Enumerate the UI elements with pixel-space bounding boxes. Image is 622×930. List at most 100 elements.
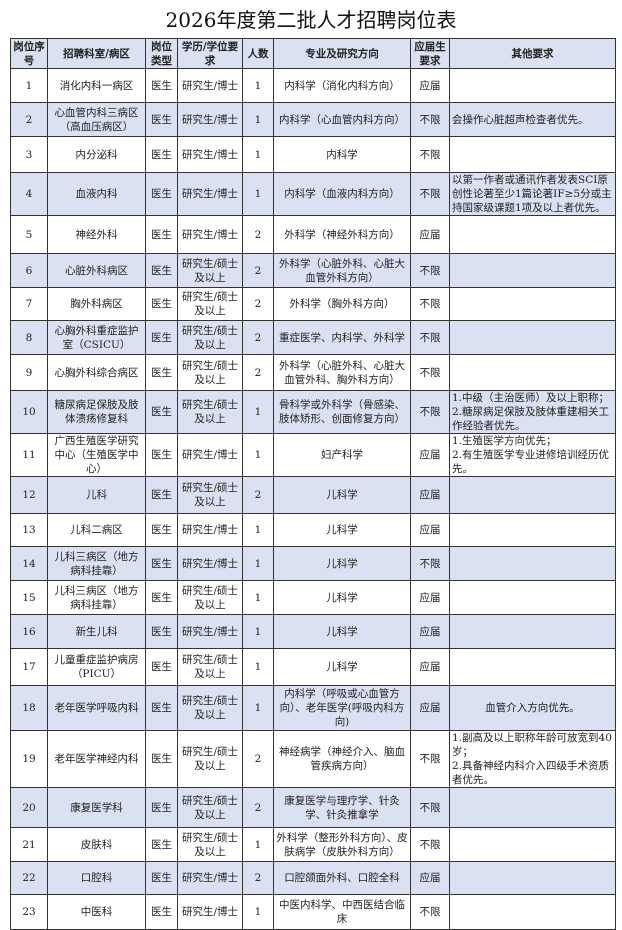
cell-dept: 皮肤科 (47, 827, 146, 862)
table-row: 13 儿科二病区 医生 研究生/博士 1 儿科学 应届 (10, 513, 616, 547)
cell-dept: 老年医学呼吸内科 (47, 685, 146, 731)
cell-edu: 研究生/博士 (177, 215, 243, 254)
cell-dept: 儿科二病区 (47, 513, 146, 547)
cell-other (449, 354, 616, 391)
cell-type: 医生 (145, 433, 178, 477)
cell-other (449, 476, 616, 514)
table-row: 3 内分泌科 医生 研究生/博士 1 内科学 不限 (10, 136, 616, 173)
table-row: 10 糖尿病足保肢及肢体溃疡修复科 医生 研究生/硕士及以上 1 骨科学或外科学（骨感染、… (10, 390, 616, 434)
cell-type: 医生 (145, 730, 178, 788)
cell-edu: 研究生/硕士及以上 (177, 685, 243, 731)
cell-count: 2 (242, 215, 274, 254)
cell-count: 1 (242, 827, 274, 862)
cell-no: 22 (10, 861, 48, 895)
cell-major: 神经病学（神经介入、脑血管疾病方向） (273, 730, 411, 788)
cell-edu: 研究生/博士 (177, 136, 243, 173)
cell-fresh: 应届 (410, 861, 450, 895)
table-row: 15 儿科三病区（地方病科挂靠） 医生 研究生/硕士及以上 1 儿科学 应届 (10, 580, 616, 615)
cell-count: 1 (242, 546, 274, 581)
table-row: 14 儿科三病区（地方病科挂靠） 医生 研究生/博士 1 儿科学 不限 (10, 546, 616, 581)
cell-major: 儿科学 (273, 648, 411, 686)
cell-fresh: 应届 (410, 433, 450, 477)
cell-no: 2 (10, 102, 48, 137)
cell-count: 2 (242, 730, 274, 788)
cell-major: 儿科学 (273, 476, 411, 514)
cell-dept: 心血管内科三病区（高血压病区） (47, 102, 146, 137)
table-row: 1 消化内科一病区 医生 研究生/博士 1 内科学（消化内科方向） 应届 (10, 68, 616, 103)
cell-dept: 中医科 (47, 894, 146, 930)
cell-type: 医生 (145, 476, 178, 514)
cell-count: 2 (242, 861, 274, 895)
cell-no: 7 (10, 287, 48, 321)
cell-fresh: 不限 (410, 390, 450, 434)
table-row: 23 中医科 医生 研究生/博士 1 中医内科学、中西医结合临床 不限 (10, 894, 616, 930)
header-dept: 招聘科室/病区 (47, 38, 146, 69)
cell-no: 8 (10, 320, 48, 355)
cell-edu: 研究生/博士 (177, 614, 243, 649)
cell-type: 医生 (145, 513, 178, 547)
cell-other (449, 215, 616, 254)
cell-dept: 广西生殖医学研究中心（生殖医学中心） (47, 433, 146, 477)
cell-no: 17 (10, 648, 48, 686)
cell-other: 血管介入方向优先。 (449, 685, 616, 731)
cell-type: 医生 (145, 827, 178, 862)
header-other: 其他要求 (449, 38, 616, 69)
cell-type: 医生 (145, 102, 178, 137)
cell-other (449, 320, 616, 355)
cell-type: 医生 (145, 136, 178, 173)
cell-edu: 研究生/硕士及以上 (177, 320, 243, 355)
cell-major: 内科学（呼吸或心血管方向）、老年医学(呼吸内科方向) (273, 685, 411, 731)
cell-no: 1 (10, 68, 48, 103)
cell-edu: 研究生/硕士及以上 (177, 648, 243, 686)
cell-fresh: 不限 (410, 354, 450, 391)
cell-other (449, 546, 616, 581)
cell-type: 医生 (145, 685, 178, 731)
cell-type: 医生 (145, 580, 178, 615)
cell-major: 外科学（心脏外科、心脏大血管外科方向） (273, 253, 411, 288)
cell-count: 2 (242, 476, 274, 514)
cell-no: 11 (10, 433, 48, 477)
cell-other (449, 287, 616, 321)
cell-other (449, 136, 616, 173)
cell-dept: 心胸外科重症监护室（CSICU） (47, 320, 146, 355)
cell-fresh: 应届 (410, 648, 450, 686)
cell-type: 医生 (145, 787, 178, 828)
cell-fresh: 不限 (410, 287, 450, 321)
table-row: 17 儿童重症监护病房（PICU） 医生 研究生/硕士及以上 1 儿科学 应届 (10, 648, 616, 686)
cell-edu: 研究生/博士 (177, 68, 243, 103)
table-row: 7 胸外科病区 医生 研究生/硕士及以上 2 外科学（胸外科方向） 不限 (10, 287, 616, 321)
header-count: 人数 (242, 38, 274, 69)
cell-edu: 研究生/硕士及以上 (177, 253, 243, 288)
cell-other: 以第一作者或通讯作者发表SCI原创性论著至少1篇论著IF≥5分或主持国家级课题1… (449, 172, 616, 216)
cell-count: 1 (242, 894, 274, 930)
cell-fresh: 不限 (410, 172, 450, 216)
cell-count: 1 (242, 685, 274, 731)
cell-dept: 神经外科 (47, 215, 146, 254)
cell-edu: 研究生/博士 (177, 861, 243, 895)
cell-major: 外科学（胸外科方向） (273, 287, 411, 321)
cell-count: 2 (242, 287, 274, 321)
cell-major: 妇产科学 (273, 433, 411, 477)
cell-no: 16 (10, 614, 48, 649)
cell-dept: 儿科三病区（地方病科挂靠） (47, 580, 146, 615)
cell-major: 中医内科学、中西医结合临床 (273, 894, 411, 930)
header-major: 专业及研究方向 (273, 38, 411, 69)
cell-edu: 研究生/硕士及以上 (177, 354, 243, 391)
cell-other: 1.生殖医学方向优先； 2.有生殖医学专业进修培训经历优先。 (449, 433, 616, 477)
table-row: 16 新生儿科 医生 研究生/博士 1 儿科学 应届 (10, 614, 616, 649)
cell-type: 医生 (145, 390, 178, 434)
cell-edu: 研究生/硕士及以上 (177, 730, 243, 788)
cell-edu: 研究生/硕士及以上 (177, 580, 243, 615)
cell-fresh: 不限 (410, 827, 450, 862)
cell-other: 会操作心脏超声检查者优先。 (449, 102, 616, 137)
cell-type: 医生 (145, 215, 178, 254)
cell-count: 2 (242, 354, 274, 391)
cell-count: 1 (242, 68, 274, 103)
cell-other (449, 513, 616, 547)
cell-edu: 研究生/博士 (177, 433, 243, 477)
cell-dept: 内分泌科 (47, 136, 146, 173)
cell-dept: 胸外科病区 (47, 287, 146, 321)
cell-major: 重症医学、内科学、外科学 (273, 320, 411, 355)
table-row: 22 口腔科 医生 研究生/博士 2 口腔颌面外科、口腔全科 应届 (10, 861, 616, 895)
cell-count: 1 (242, 614, 274, 649)
